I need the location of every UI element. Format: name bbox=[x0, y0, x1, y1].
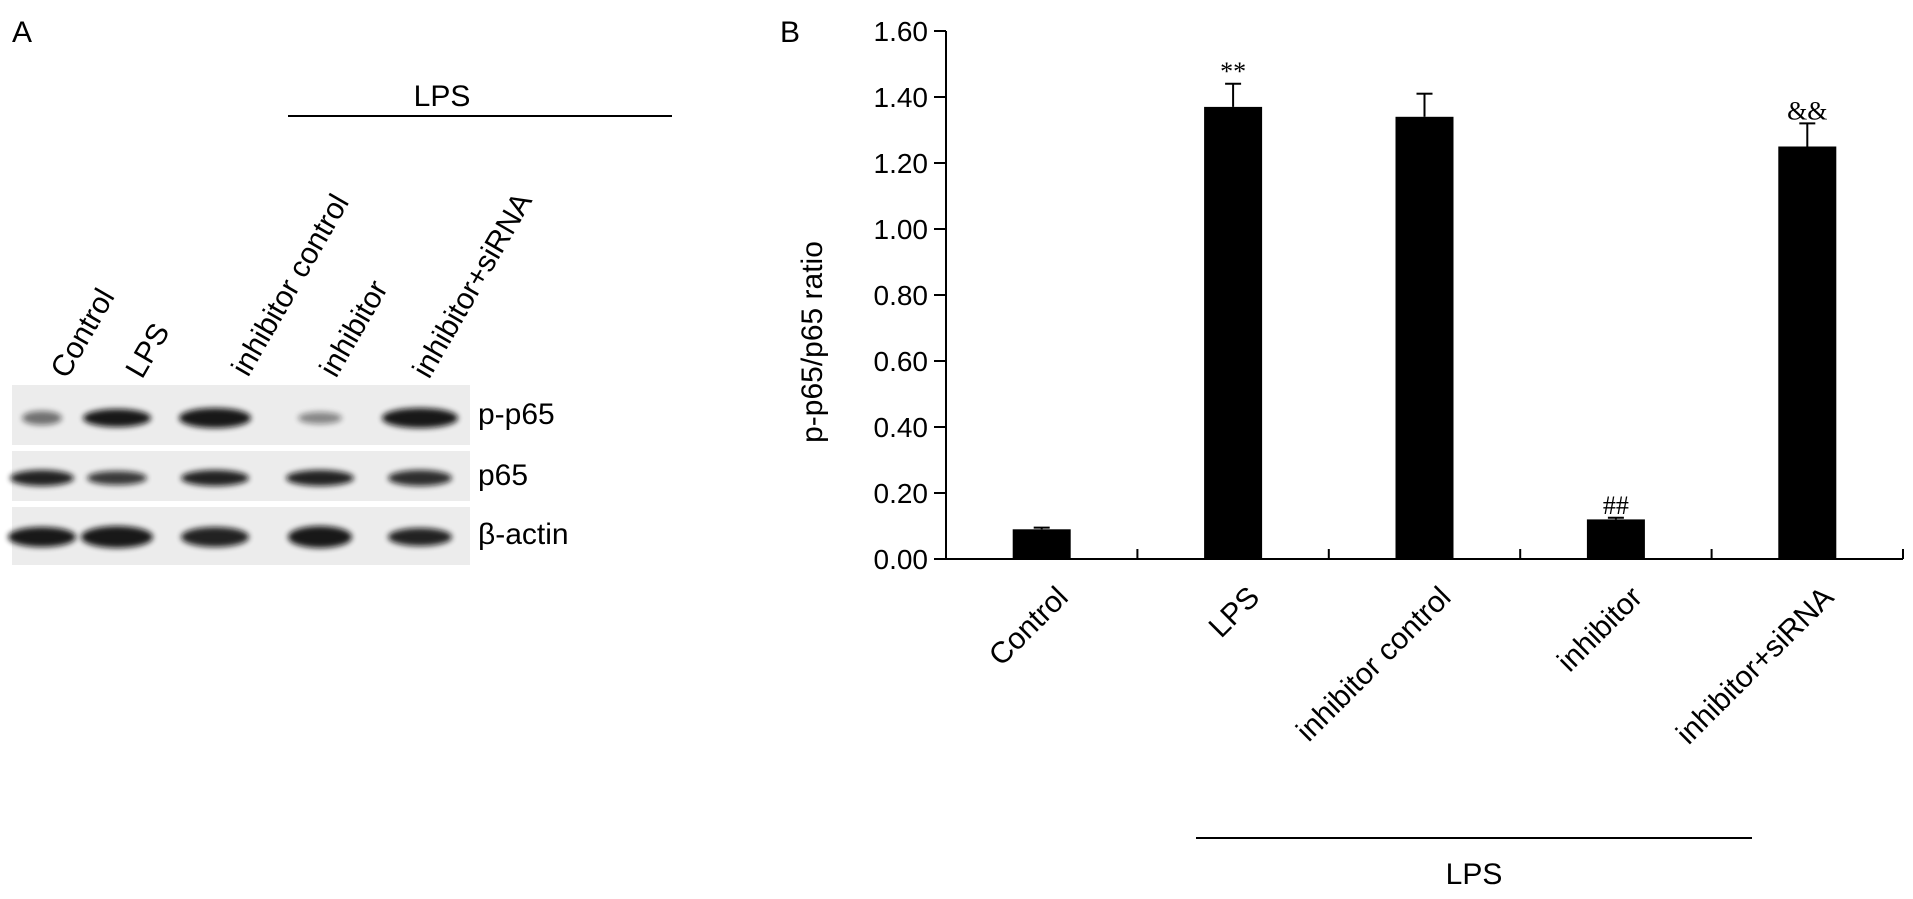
panel-b: B p-p65/p65 ratio 0.00 0.20 0.40 0.60 0.80 1.… bbox=[780, 16, 1904, 891]
x-tick-label-1: LPS bbox=[1203, 581, 1266, 644]
blot-band bbox=[10, 470, 74, 486]
y-tick-label: 0.80 bbox=[874, 280, 929, 311]
y-ticks: 0.00 0.20 0.40 0.60 0.80 1.00 1.20 1.40 1.60 bbox=[874, 16, 946, 575]
lane-label-inhibitor-sirna: inhibitor+siRNA bbox=[406, 187, 538, 383]
lane-label-lps: LPS bbox=[119, 318, 176, 384]
y-tick-label: 1.20 bbox=[874, 148, 929, 179]
blot-band bbox=[286, 470, 354, 486]
y-tick-label: 1.00 bbox=[874, 214, 929, 245]
blot-band bbox=[22, 411, 62, 425]
blot-band bbox=[181, 470, 249, 486]
bar-0 bbox=[1012, 529, 1071, 559]
blot-band bbox=[83, 409, 151, 427]
bar-1 bbox=[1204, 106, 1263, 560]
significance-annotation-4: && bbox=[1787, 96, 1827, 125]
error-bar-4 bbox=[1799, 122, 1816, 147]
blot-band bbox=[81, 526, 153, 548]
blot-band bbox=[382, 408, 458, 428]
error-bar-1 bbox=[1225, 82, 1242, 107]
blot-label-p-p65: p-p65 bbox=[478, 398, 555, 431]
lps-group-label: LPS bbox=[1446, 858, 1503, 891]
x-ticks bbox=[1136, 549, 1904, 559]
y-tick-label: 0.00 bbox=[874, 544, 929, 575]
plot-area: 0.00 0.20 0.40 0.60 0.80 1.00 1.20 1.40 1.60 ** #… bbox=[874, 16, 1904, 751]
annotations: ** ## && bbox=[1220, 57, 1827, 520]
blot-band bbox=[181, 527, 249, 547]
error-bar-2 bbox=[1416, 92, 1433, 117]
error-bar-0 bbox=[1033, 526, 1050, 530]
y-tick-label: 1.40 bbox=[874, 82, 929, 113]
y-axis-title: p-p65/p65 ratio bbox=[796, 241, 829, 443]
blot-label-p65: p65 bbox=[478, 459, 528, 492]
bar-2 bbox=[1395, 116, 1454, 560]
y-tick-label: 0.60 bbox=[874, 346, 929, 377]
x-tick-label-0: Control bbox=[983, 581, 1075, 673]
panel-a: A LPS Control LPS inhibitor control inhi… bbox=[8, 16, 672, 565]
panel-b-letter: B bbox=[780, 16, 800, 49]
x-tick-label-2: inhibitor control bbox=[1290, 581, 1457, 748]
panel-a-letter: A bbox=[12, 16, 32, 49]
lane-label-control: Control bbox=[44, 283, 121, 383]
blot-band bbox=[8, 527, 76, 547]
y-tick-label: 0.20 bbox=[874, 478, 929, 509]
error-bar-3 bbox=[1607, 516, 1624, 520]
blot-bands bbox=[8, 408, 458, 548]
x-tick-label-4: inhibitor+siRNA bbox=[1670, 581, 1840, 751]
error-bars bbox=[1033, 82, 1816, 530]
lane-label-inhibitor: inhibitor bbox=[313, 275, 394, 382]
blot-band bbox=[87, 471, 147, 485]
panel-a-group-label: LPS bbox=[414, 80, 471, 113]
x-tick-labels: Control LPS inhibitor control inhibitor inhi… bbox=[983, 581, 1840, 751]
blot-band bbox=[388, 470, 452, 486]
bar-4 bbox=[1778, 146, 1837, 559]
x-tick-label-3: inhibitor bbox=[1551, 581, 1649, 679]
significance-annotation-3: ## bbox=[1603, 491, 1629, 520]
y-tick-label: 0.40 bbox=[874, 412, 929, 443]
significance-annotation-1: ** bbox=[1220, 57, 1246, 86]
blot-label-beta-actin: β-actin bbox=[478, 518, 569, 551]
bar-3 bbox=[1586, 519, 1645, 559]
blot-band bbox=[288, 526, 352, 548]
blot-band bbox=[179, 408, 251, 428]
y-tick-label: 1.60 bbox=[874, 16, 929, 47]
blot-band bbox=[298, 412, 342, 424]
bars bbox=[1012, 106, 1837, 560]
blot-band bbox=[388, 528, 452, 546]
